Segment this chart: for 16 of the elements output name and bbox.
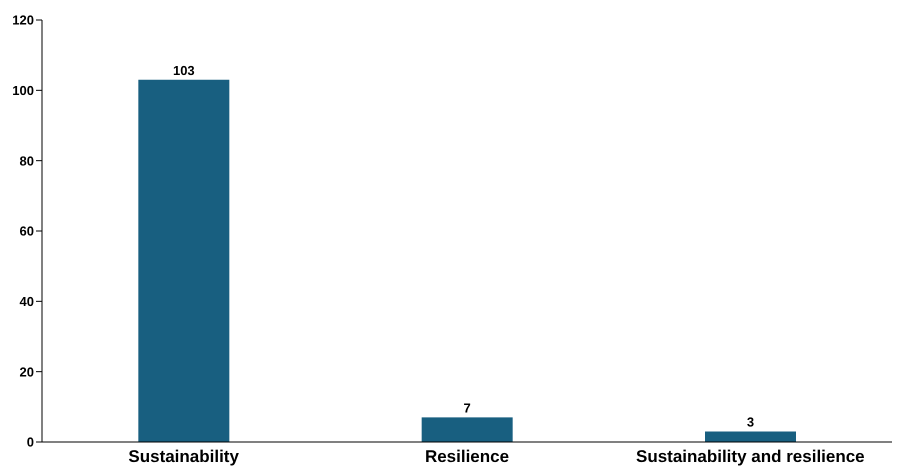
bar bbox=[138, 80, 230, 442]
y-tick-label: 120 bbox=[12, 12, 34, 28]
bar bbox=[705, 431, 796, 442]
y-tick-label: 80 bbox=[20, 153, 34, 168]
y-tick-label: 60 bbox=[20, 224, 34, 239]
x-tick-label: Sustainability bbox=[128, 447, 240, 466]
data-label: 7 bbox=[464, 400, 471, 416]
data-label: 3 bbox=[746, 414, 754, 430]
bar bbox=[422, 417, 513, 442]
y-tick-label: 20 bbox=[20, 364, 34, 380]
data-label: 103 bbox=[172, 62, 195, 78]
x-tick-label: Sustainability and resilience bbox=[636, 447, 865, 466]
y-tick-label: 40 bbox=[20, 294, 34, 309]
x-tick-label: Resilience bbox=[424, 447, 510, 466]
y-tick-label: 0 bbox=[26, 434, 34, 450]
y-tick-label: 100 bbox=[12, 82, 34, 98]
